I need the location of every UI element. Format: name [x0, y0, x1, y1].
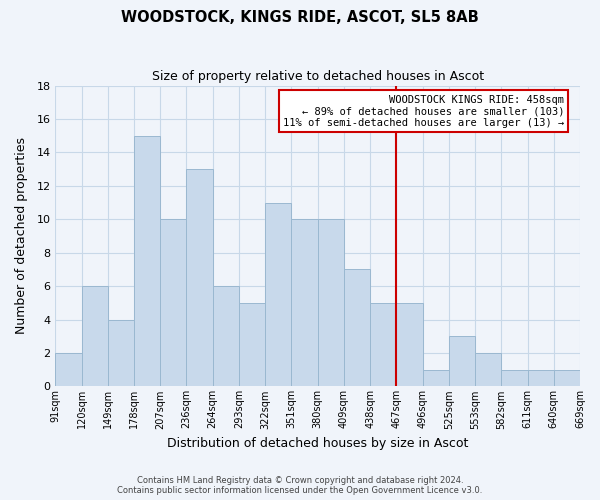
Bar — [397, 303, 422, 386]
Bar — [213, 286, 239, 386]
Bar — [554, 370, 580, 386]
Bar — [82, 286, 108, 386]
Bar — [55, 353, 82, 386]
X-axis label: Distribution of detached houses by size in Ascot: Distribution of detached houses by size … — [167, 437, 469, 450]
Bar — [527, 370, 554, 386]
Bar — [108, 320, 134, 386]
Text: Contains HM Land Registry data © Crown copyright and database right 2024.
Contai: Contains HM Land Registry data © Crown c… — [118, 476, 482, 495]
Bar — [265, 202, 292, 386]
Bar — [292, 220, 317, 386]
Text: WOODSTOCK, KINGS RIDE, ASCOT, SL5 8AB: WOODSTOCK, KINGS RIDE, ASCOT, SL5 8AB — [121, 10, 479, 25]
Title: Size of property relative to detached houses in Ascot: Size of property relative to detached ho… — [152, 70, 484, 83]
Text: WOODSTOCK KINGS RIDE: 458sqm
← 89% of detached houses are smaller (103)
11% of s: WOODSTOCK KINGS RIDE: 458sqm ← 89% of de… — [283, 94, 564, 128]
Bar — [317, 220, 344, 386]
Y-axis label: Number of detached properties: Number of detached properties — [15, 138, 28, 334]
Bar — [422, 370, 449, 386]
Bar — [475, 353, 501, 386]
Bar — [134, 136, 160, 386]
Bar — [239, 303, 265, 386]
Bar — [187, 169, 213, 386]
Bar — [160, 220, 187, 386]
Bar — [370, 303, 397, 386]
Bar — [344, 270, 370, 386]
Bar — [449, 336, 475, 386]
Bar — [501, 370, 527, 386]
